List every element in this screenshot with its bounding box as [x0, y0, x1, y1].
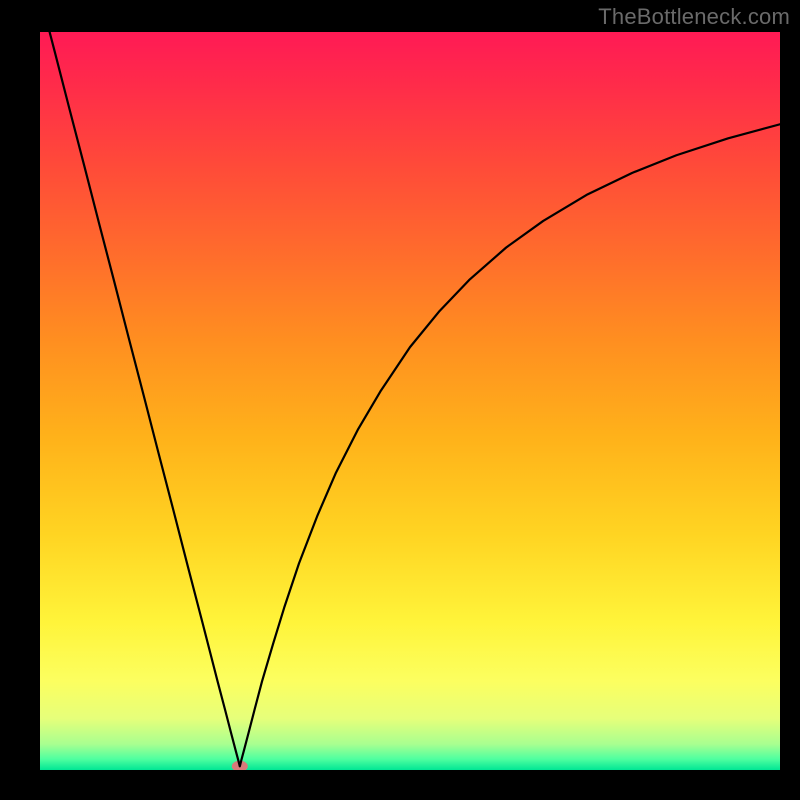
bottleneck-chart: [0, 0, 800, 800]
plot-background-gradient: [40, 32, 780, 770]
chart-container: TheBottleneck.com: [0, 0, 800, 800]
watermark-text: TheBottleneck.com: [598, 4, 790, 30]
